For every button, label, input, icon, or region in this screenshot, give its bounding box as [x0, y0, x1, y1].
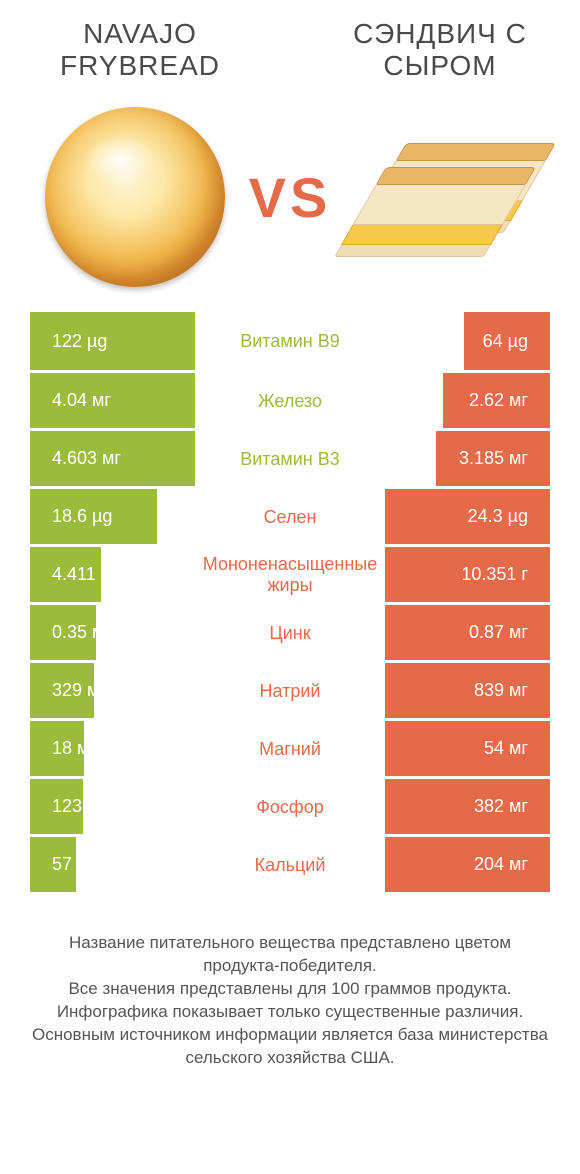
right-value-cell: 24.3 µg	[385, 489, 550, 544]
left-food-image	[40, 102, 230, 292]
footer-line: Инфографика показывает только существенн…	[30, 1001, 550, 1024]
left-value: 57 мг	[40, 854, 185, 875]
left-value-cell: 18 мг	[30, 721, 195, 776]
left-value-cell: 329 мг	[30, 663, 195, 718]
nutrient-name: Магний	[195, 721, 385, 776]
frybread-icon	[45, 107, 225, 287]
table-row: 329 мг Натрий 839 мг	[30, 660, 550, 718]
right-value: 24.3 µg	[395, 506, 540, 527]
right-value-cell: 3.185 мг	[385, 431, 550, 486]
footer-line: Все значения представлены для 100 граммо…	[30, 978, 550, 1001]
table-row: 57 мг Кальций 204 мг	[30, 834, 550, 892]
nutrient-name: Железо	[195, 373, 385, 428]
right-value: 839 мг	[395, 680, 540, 701]
right-value: 54 мг	[395, 738, 540, 759]
right-food-image	[350, 102, 540, 292]
right-value-cell: 54 мг	[385, 721, 550, 776]
left-value: 0.35 мг	[40, 622, 185, 643]
vs-label: VS	[249, 165, 332, 230]
left-value-cell: 0.35 мг	[30, 605, 195, 660]
sandwich-icon	[355, 137, 535, 257]
nutrient-name: Натрий	[195, 663, 385, 718]
right-value: 64 µg	[395, 331, 540, 352]
comparison-table: 122 µg Витамин B9 64 µg 4.04 мг Железо 2.62 м…	[0, 312, 580, 892]
right-value: 10.351 г	[395, 564, 540, 585]
left-value: 4.411 г	[40, 564, 185, 585]
left-value-cell: 4.04 мг	[30, 373, 195, 428]
vs-row: VS	[0, 92, 580, 312]
left-value: 18.6 µg	[40, 506, 185, 527]
left-value-cell: 18.6 µg	[30, 489, 195, 544]
right-value-cell: 10.351 г	[385, 547, 550, 602]
header: NAVAJO FRYBREAD СЭНДВИЧ С СЫРОМ	[0, 0, 580, 92]
nutrient-name: Мононенасыщенные жиры	[195, 547, 385, 602]
right-value-cell: 204 мг	[385, 837, 550, 892]
table-row: 4.411 г Мононенасыщенные жиры 10.351 г	[30, 544, 550, 602]
left-food-title: NAVAJO FRYBREAD	[40, 18, 240, 82]
left-value-cell: 57 мг	[30, 837, 195, 892]
right-value: 3.185 мг	[395, 448, 540, 469]
left-value: 18 мг	[40, 738, 185, 759]
nutrient-name: Витамин B3	[195, 431, 385, 486]
right-value-cell: 839 мг	[385, 663, 550, 718]
right-value-cell: 382 мг	[385, 779, 550, 834]
table-row: 4.04 мг Железо 2.62 мг	[30, 370, 550, 428]
right-food-title: СЭНДВИЧ С СЫРОМ	[340, 18, 540, 82]
left-value-cell: 123 мг	[30, 779, 195, 834]
nutrient-name: Витамин B9	[195, 312, 385, 370]
nutrient-name: Кальций	[195, 837, 385, 892]
nutrient-name: Фосфор	[195, 779, 385, 834]
right-value-cell: 2.62 мг	[385, 373, 550, 428]
table-row: 18 мг Магний 54 мг	[30, 718, 550, 776]
right-value: 0.87 мг	[395, 622, 540, 643]
right-value: 2.62 мг	[395, 390, 540, 411]
footer-line: Название питательного вещества представл…	[30, 932, 550, 978]
right-value: 204 мг	[395, 854, 540, 875]
footer-line: Основным источником информации является …	[30, 1024, 550, 1070]
table-row: 18.6 µg Селен 24.3 µg	[30, 486, 550, 544]
right-value-cell: 64 µg	[385, 312, 550, 370]
nutrient-name: Селен	[195, 489, 385, 544]
left-value: 122 µg	[40, 331, 185, 352]
left-value-cell: 4.603 мг	[30, 431, 195, 486]
left-value-cell: 4.411 г	[30, 547, 195, 602]
nutrient-name: Цинк	[195, 605, 385, 660]
table-row: 0.35 мг Цинк 0.87 мг	[30, 602, 550, 660]
left-value: 4.04 мг	[40, 390, 185, 411]
footer-notes: Название питательного вещества представл…	[0, 892, 580, 1070]
left-value: 123 мг	[40, 796, 185, 817]
right-value: 382 мг	[395, 796, 540, 817]
table-row: 4.603 мг Витамин B3 3.185 мг	[30, 428, 550, 486]
left-value-cell: 122 µg	[30, 312, 195, 370]
left-value: 329 мг	[40, 680, 185, 701]
left-value: 4.603 мг	[40, 448, 185, 469]
table-row: 122 µg Витамин B9 64 µg	[30, 312, 550, 370]
table-row: 123 мг Фосфор 382 мг	[30, 776, 550, 834]
right-value-cell: 0.87 мг	[385, 605, 550, 660]
